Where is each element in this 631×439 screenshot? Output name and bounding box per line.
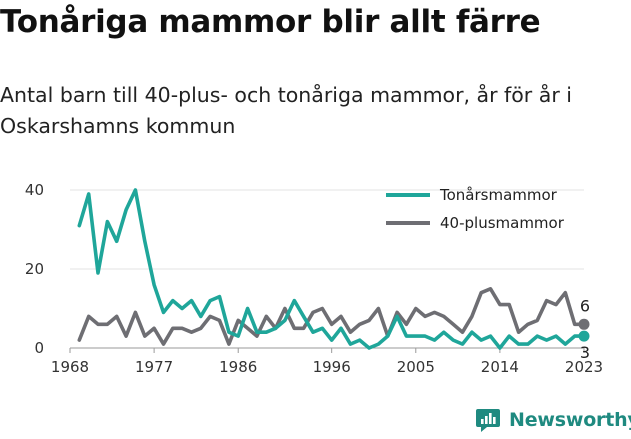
end-point-marker xyxy=(578,330,590,342)
x-tick-label: 1977 xyxy=(135,358,173,376)
x-tick-label: 2023 xyxy=(565,358,603,376)
newsworthy-logo-icon xyxy=(476,409,500,432)
end-value-label: 3 xyxy=(580,343,590,362)
x-tick-label: 1968 xyxy=(51,358,89,376)
series-line-tonarsmammor xyxy=(77,188,586,350)
series-line-40-plusmammor xyxy=(77,286,586,346)
legend: Tonårsmammor 40-plusmammor xyxy=(386,186,565,232)
x-tick-label: 1996 xyxy=(313,358,351,376)
brand-logo: Newsworthy xyxy=(475,407,631,433)
legend-label: 40-plusmammor xyxy=(440,214,565,232)
brand-name: Newsworthy xyxy=(509,409,631,431)
y-tick-label: 40 xyxy=(25,181,44,199)
x-tick-label: 2014 xyxy=(481,358,519,376)
series-lines: 36 xyxy=(77,188,590,362)
y-tick-label: 20 xyxy=(25,260,44,278)
x-tick-label: 1986 xyxy=(219,358,257,376)
legend-label: Tonårsmammor xyxy=(439,186,558,204)
y-tick-label: 0 xyxy=(34,339,44,357)
axes: 0 20 40 1968 1977 1986 1996 2005 2014 2023 xyxy=(25,181,603,376)
x-tick-label: 2005 xyxy=(397,358,435,376)
chart-title: Tonåriga mammor blir allt färre xyxy=(0,4,541,40)
end-value-label: 6 xyxy=(580,296,590,315)
end-point-marker xyxy=(578,318,590,330)
chart-subtitle: Antal barn till 40-plus- och tonåriga ma… xyxy=(0,83,572,138)
